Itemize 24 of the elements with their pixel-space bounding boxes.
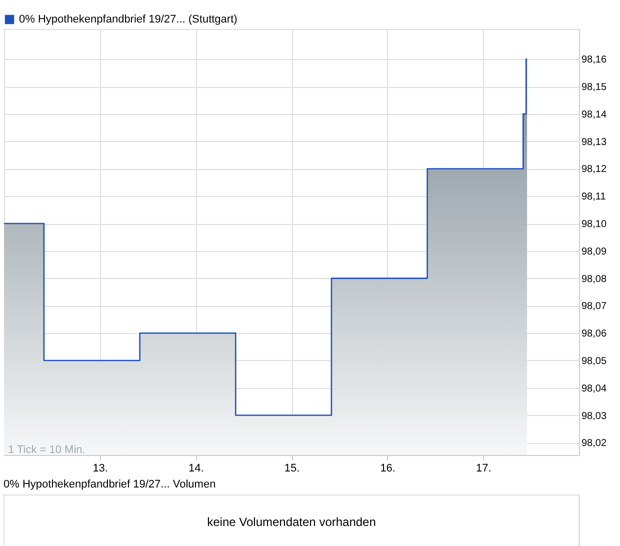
x-tick-label: 13. (92, 462, 108, 474)
annotation: 1 Tick = 10 Min. (8, 444, 86, 456)
y-tick-label: 98,06 (582, 328, 607, 340)
y-tick-label: 98,16 (582, 54, 607, 66)
y-tick-label: 98,10 (582, 219, 607, 230)
x-tick-label: 16. (380, 462, 396, 474)
x-tick-label: 17. (476, 462, 492, 474)
y-tick-label: 98,12 (582, 164, 607, 176)
y-tick-label: 98,02 (582, 438, 607, 450)
y-tick-label: 98,07 (582, 301, 607, 312)
legend-label: 0% Hypothekenpfandbrief 19/27... (Stuttgart) (19, 14, 238, 26)
y-tick-label: 98,09 (582, 246, 607, 258)
y-tick-label: 98,08 (582, 274, 607, 285)
y-tick-label: 98,03 (582, 410, 607, 422)
text: 0% Hypothekenpfandbrief 19/27... Volumen (4, 478, 216, 490)
y-tick-label: 98,14 (582, 109, 607, 120)
y-tick-label: 98,11 (582, 192, 606, 203)
text: keine Volumendaten vorhanden (207, 515, 376, 529)
y-tick-label: 98,15 (582, 82, 607, 94)
y-tick-label: 98,13 (582, 136, 607, 148)
x-tick-label: 15. (284, 462, 300, 474)
y-tick-label: 98,04 (582, 383, 607, 394)
x-tick-label: 14. (188, 462, 204, 474)
y-tick-label: 98,05 (582, 356, 607, 367)
